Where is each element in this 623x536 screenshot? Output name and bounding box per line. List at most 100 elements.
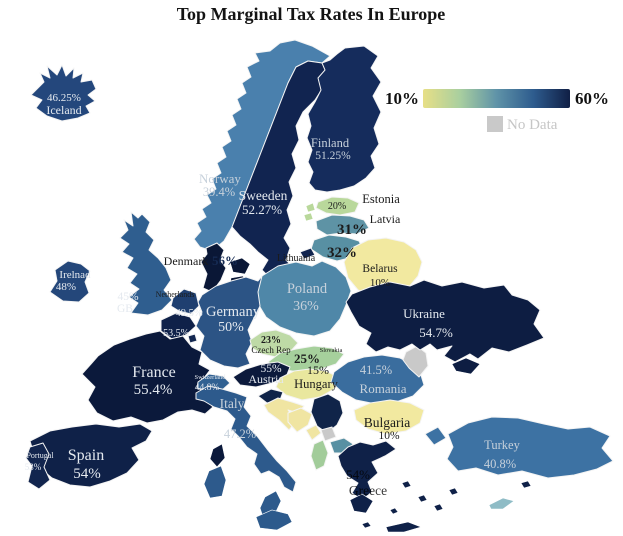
label-iceland-name: Iceland — [46, 103, 81, 117]
label-austria-value: 55% — [260, 363, 282, 375]
label-bulgaria-value: 10% — [378, 430, 400, 442]
country-romania — [330, 354, 425, 405]
country-ukraine — [345, 279, 545, 363]
label-france-name: France — [132, 364, 176, 381]
label-turkey-name: Turkey — [484, 438, 520, 452]
country-estonia — [315, 196, 360, 216]
page-title: Top Marginal Tax Rates In Europe — [177, 4, 446, 24]
country-greece — [337, 440, 397, 501]
label-ireland-name: Irelnad — [59, 269, 91, 281]
label-slovakia-name: Slovakia — [320, 347, 343, 354]
label-netherlands-name: Netherlands — [156, 290, 195, 299]
legend-min-label: 10% — [385, 89, 419, 108]
label-norway-value: 39.4% — [203, 185, 235, 199]
label-gb-name: GB — [117, 303, 133, 315]
label-austria-name: Austria — [248, 372, 284, 386]
legend-max-label: 60% — [575, 89, 609, 108]
crete-island — [385, 521, 422, 533]
cyprus-island — [488, 497, 515, 510]
label-denmark-value: 56% — [212, 253, 238, 268]
label-czech-name: Czech Rep — [251, 345, 291, 355]
label-finland-value: 51.25% — [315, 150, 351, 162]
label-switzerland-name: Switzerland — [194, 374, 226, 381]
label-poland-name: Poland — [287, 281, 328, 297]
label-belarus-value: 10% — [370, 277, 390, 289]
country-kosovo — [320, 426, 337, 442]
label-slovakia-value: 25% — [294, 351, 320, 366]
legend-no-data-swatch — [487, 116, 503, 132]
label-germany-name: Germany — [206, 304, 261, 320]
country-ireland — [49, 260, 91, 303]
label-spain-name: Spain — [68, 447, 104, 464]
label-iceland-value: 46.25% — [47, 92, 81, 104]
country-poland — [253, 260, 352, 337]
peloponnese-peninsula — [349, 493, 374, 514]
label-ukraine-value: 54.7% — [419, 325, 453, 340]
denmark-island-zealand — [229, 257, 251, 275]
label-france-value: 55.4% — [134, 382, 173, 398]
label-romania-name: Romania — [360, 381, 407, 396]
estonia-island-2 — [303, 212, 314, 222]
label-ukraine-name: Ukraine — [403, 306, 445, 321]
country-portugal — [25, 442, 51, 490]
country-finland — [306, 45, 382, 193]
label-portugal-value: 53% — [25, 462, 42, 472]
country-czech-republic — [249, 329, 299, 358]
country-turkey — [446, 416, 614, 479]
greek-island-4 — [448, 487, 459, 496]
label-sweden-value: 52.27% — [242, 202, 282, 217]
label-bulgaria-name: Bulgaria — [364, 415, 411, 430]
country-iceland — [30, 64, 97, 122]
country-great-britain — [119, 211, 173, 316]
label-estonia-value: 20% — [328, 201, 346, 212]
label-portugal-name: Portugal — [26, 451, 54, 460]
greek-island-3 — [433, 503, 444, 512]
label-norway-name: Norway — [199, 171, 241, 186]
label-belarus-name: Belarus — [362, 263, 398, 275]
country-montenegro — [305, 424, 322, 441]
country-turkey-europe — [424, 426, 447, 446]
label-italy-value: 47.2% — [224, 427, 256, 441]
greek-island-2 — [417, 494, 428, 503]
label-lithuania-name: Lithuania — [277, 253, 316, 264]
label-gb-value: 45% — [117, 291, 139, 303]
label-lithuania-value: 32% — [327, 245, 357, 261]
label-belgium-value: 53.5% — [163, 328, 189, 339]
country-bulgaria — [353, 399, 425, 435]
label-greece-value: 54% — [346, 467, 370, 482]
label-latvia-name: Latvia — [370, 212, 401, 226]
greek-island-7 — [361, 521, 372, 529]
label-sweden-name: Sweeden — [239, 188, 288, 203]
label-switzerland-value: 44.8% — [195, 383, 220, 393]
label-estonia-name: Estonia — [362, 192, 400, 206]
label-denmark-name: Denmark — [164, 254, 209, 268]
sicily-island — [255, 509, 293, 531]
label-romania-value: 41.5% — [360, 363, 392, 377]
crimea-peninsula — [451, 357, 481, 375]
country-serbia — [310, 393, 344, 434]
label-greece-name: Greece — [349, 483, 387, 498]
greek-island-1 — [401, 480, 412, 489]
country-belgium — [160, 312, 197, 340]
label-italy-name: Italy — [220, 396, 245, 411]
label-spain-value: 54% — [73, 466, 101, 482]
greek-island-6 — [389, 507, 399, 515]
label-germany-value: 50% — [218, 320, 244, 335]
label-turkey-value: 40.8% — [484, 457, 516, 471]
country-bosnia — [287, 407, 313, 433]
country-albania — [310, 439, 329, 471]
country-netherlands — [170, 288, 200, 315]
country-latvia — [315, 214, 370, 236]
corsica-island — [209, 443, 226, 468]
country-luxembourg — [187, 333, 198, 344]
label-hungary-value: 15% — [307, 363, 329, 377]
greek-island-5 — [520, 480, 532, 489]
legend-gradient-bar — [423, 89, 570, 108]
label-netherlands-value: 49.5% — [175, 308, 202, 319]
label-poland-value: 36% — [293, 299, 319, 314]
label-finland-name: Finland — [311, 136, 350, 150]
label-hungary-name: Hungary — [294, 377, 338, 391]
label-czech-value: 23% — [261, 335, 281, 346]
